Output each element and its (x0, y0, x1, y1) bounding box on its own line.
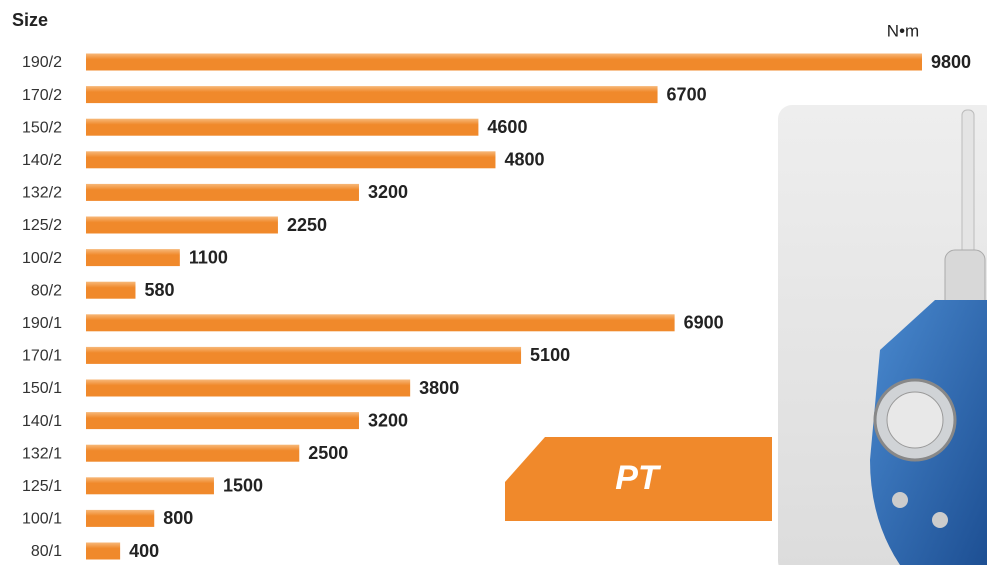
category-label: 100/1 (22, 511, 62, 528)
value-label: 5100 (530, 345, 570, 365)
bar (86, 412, 359, 429)
value-label: 6700 (667, 84, 707, 104)
category-label: 100/2 (22, 250, 62, 267)
value-label: 400 (129, 541, 159, 561)
value-label: 9800 (931, 52, 971, 72)
value-label: 1500 (223, 476, 263, 496)
value-label: 2500 (308, 443, 348, 463)
bar (86, 86, 658, 103)
bar (86, 477, 214, 494)
category-label: 80/1 (31, 543, 62, 560)
y-axis-label: Size (12, 10, 48, 30)
badge: PT (505, 437, 772, 521)
value-label: 4800 (504, 150, 544, 170)
bar (86, 119, 478, 136)
value-label: 4600 (487, 117, 527, 137)
category-label: 125/1 (22, 478, 62, 495)
value-label: 800 (163, 508, 193, 528)
bar (86, 543, 120, 560)
category-label: 140/2 (22, 152, 62, 169)
bar (86, 184, 359, 201)
bar (86, 510, 154, 527)
category-label: 140/1 (22, 413, 62, 430)
category-label: 190/2 (22, 54, 62, 71)
value-label: 3800 (419, 378, 459, 398)
category-label: 190/1 (22, 315, 62, 332)
category-label: 150/2 (22, 119, 62, 136)
category-label: 132/2 (22, 185, 62, 202)
value-label: 2250 (287, 215, 327, 235)
category-label: 80/2 (31, 282, 62, 299)
value-label: 580 (144, 280, 174, 300)
bar (86, 249, 180, 266)
bar (86, 54, 922, 71)
category-label: 132/1 (22, 445, 62, 462)
value-label: 1100 (189, 247, 228, 267)
unit-label: N•m (887, 21, 919, 40)
bar (86, 151, 495, 168)
bar (86, 314, 675, 331)
value-label: 6900 (684, 313, 724, 333)
bar (86, 217, 278, 234)
category-label: 125/2 (22, 217, 62, 234)
category-label: 170/2 (22, 87, 62, 104)
value-label: 3200 (368, 410, 408, 430)
bar (86, 347, 521, 364)
category-label: 150/1 (22, 380, 62, 397)
chart: PT Size N•m 190/2 9800 170/2 6700 150/2 4600 1… (0, 0, 987, 565)
badge-text: PT (615, 459, 662, 497)
bar (86, 380, 410, 397)
value-label: 3200 (368, 182, 408, 202)
bar (86, 445, 299, 462)
category-label: 170/1 (22, 348, 62, 365)
bar (86, 282, 135, 299)
product-image (778, 105, 987, 565)
